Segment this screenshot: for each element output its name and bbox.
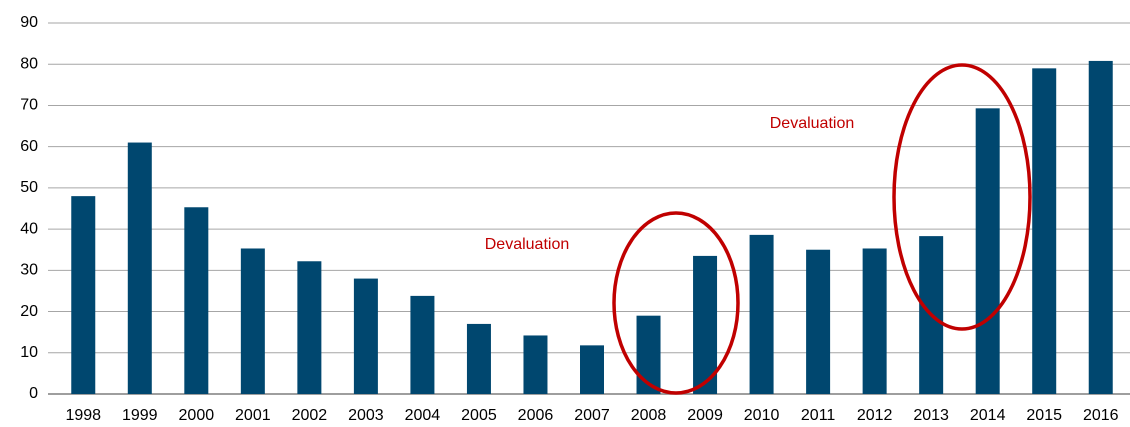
y-tick-label: 30	[20, 262, 38, 279]
x-tick-label: 2013	[913, 407, 949, 424]
y-tick-label: 80	[20, 55, 38, 72]
bar	[71, 196, 96, 394]
x-tick-label: 2002	[292, 407, 328, 424]
y-tick-label: 20	[20, 303, 38, 320]
bar	[297, 261, 322, 394]
x-tick-label: 2000	[179, 407, 215, 424]
x-tick-label: 2005	[461, 407, 497, 424]
x-tick-label: 2008	[631, 407, 667, 424]
bar	[806, 249, 831, 394]
x-tick-label: 2011	[801, 407, 836, 424]
bar	[1032, 68, 1057, 394]
y-tick-label: 40	[20, 220, 38, 237]
bar	[523, 335, 548, 394]
x-tick-label: 2014	[970, 407, 1006, 424]
bar	[636, 315, 661, 394]
x-tick-label: 2012	[857, 407, 893, 424]
x-tick-label: 2004	[405, 407, 441, 424]
bar	[1088, 60, 1113, 395]
bar	[127, 142, 152, 394]
bar	[410, 295, 435, 394]
x-tick-label: 1998	[65, 407, 101, 424]
x-tick-label: 2007	[574, 407, 610, 424]
y-tick-label: 90	[20, 14, 38, 31]
x-tick-label: 2016	[1083, 407, 1119, 424]
x-tick-label: 1999	[122, 407, 158, 424]
x-tick-label: 2010	[744, 407, 780, 424]
x-tick-label: 2003	[348, 407, 384, 424]
y-tick-label: 50	[20, 179, 38, 196]
y-tick-label: 10	[20, 344, 38, 361]
x-tick-label: 2015	[1026, 407, 1062, 424]
annotation: Devaluation	[485, 236, 570, 253]
bar	[240, 248, 265, 394]
bar	[862, 248, 887, 394]
bar	[580, 345, 604, 394]
highlight-ellipse	[892, 63, 1032, 331]
y-tick-label: 0	[29, 385, 38, 402]
y-tick-label: 60	[20, 138, 38, 155]
x-tick-label: 2001	[235, 407, 271, 424]
bar	[749, 234, 774, 394]
annotation: Devaluation	[770, 115, 855, 132]
highlight-ellipse	[612, 211, 740, 395]
y-tick-label: 70	[20, 97, 38, 114]
bar	[975, 108, 1000, 394]
bar	[693, 255, 718, 394]
bar	[184, 207, 209, 394]
bar	[353, 278, 378, 394]
bar	[466, 323, 491, 394]
x-tick-label: 2006	[518, 407, 554, 424]
x-tick-label: 2009	[687, 407, 723, 424]
